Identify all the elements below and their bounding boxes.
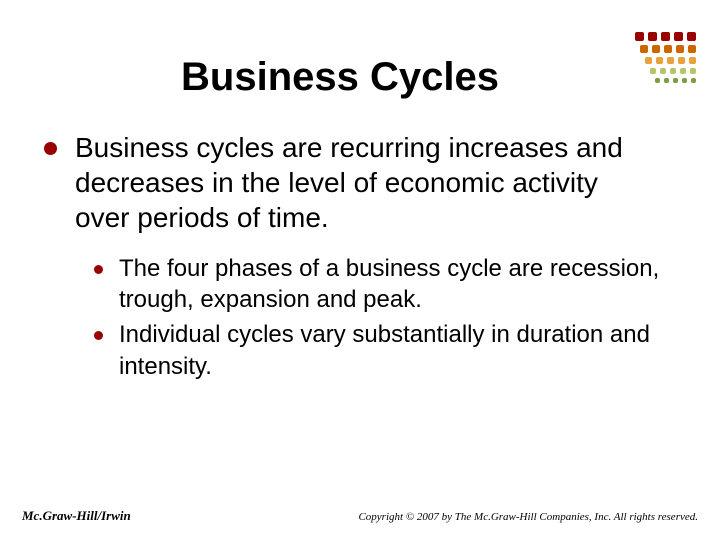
footer: Mc.Graw-Hill/Irwin Copyright © 2007 by T…: [0, 508, 720, 524]
main-bullet-text: Business cycles are recurring increases …: [75, 130, 660, 235]
bullet-icon: [44, 142, 57, 155]
sub-bullet-list: The four phases of a business cycle are …: [44, 253, 660, 382]
main-bullet: Business cycles are recurring increases …: [44, 130, 660, 235]
sub-bullet-text: The four phases of a business cycle are …: [119, 253, 660, 315]
sub-bullet-text: Individual cycles vary substantially in …: [119, 319, 660, 381]
corner-decoration: [635, 32, 696, 87]
bullet-icon: [94, 331, 103, 340]
footer-publisher: Mc.Graw-Hill/Irwin: [22, 508, 131, 524]
sub-bullet: The four phases of a business cycle are …: [94, 253, 660, 315]
content-area: Business cycles are recurring increases …: [0, 130, 720, 382]
bullet-icon: [94, 265, 103, 274]
footer-copyright: Copyright © 2007 by The Mc.Graw-Hill Com…: [358, 511, 698, 523]
sub-bullet: Individual cycles vary substantially in …: [94, 319, 660, 381]
slide-title: Business Cycles: [0, 0, 720, 130]
